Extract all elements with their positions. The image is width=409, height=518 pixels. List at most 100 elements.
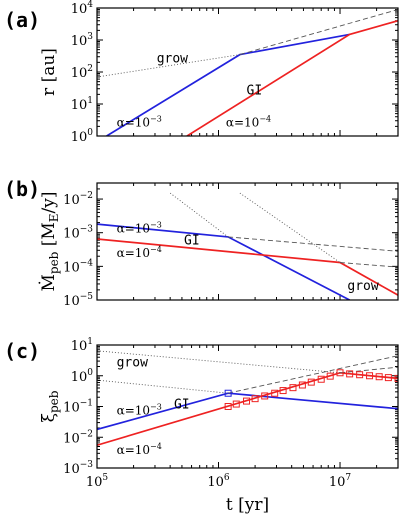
y-tick-label: 101	[71, 96, 93, 113]
plot-frame	[96, 344, 399, 469]
annotation: grow	[157, 51, 188, 66]
tick-exponent: −3	[80, 225, 94, 235]
marker	[346, 370, 354, 378]
series-line-4	[339, 366, 398, 374]
y-tick-label: 10−3	[63, 225, 93, 242]
tick-exponent: 2	[87, 64, 93, 74]
tick-exponent: −2	[80, 429, 93, 439]
panel-label: (a)	[4, 8, 40, 32]
tick-exponent: 1	[87, 96, 93, 106]
marker	[394, 374, 398, 382]
annotation-exponent: −3	[150, 402, 162, 411]
marker	[224, 403, 232, 410]
marker	[384, 374, 392, 382]
annotation-exponent: −4	[150, 442, 162, 451]
tick-exponent: −3	[80, 460, 94, 470]
tick-exponent: 4	[87, 0, 93, 10]
series-line-5	[169, 192, 229, 238]
marker	[326, 372, 334, 380]
marker	[289, 384, 297, 392]
marker	[261, 392, 269, 400]
y-tick-label: 10−4	[63, 258, 93, 275]
x-tick-label: 107	[329, 473, 352, 490]
tick-exponent: −2	[80, 191, 93, 201]
tick-exponent: 1	[87, 337, 93, 347]
marker	[298, 381, 306, 389]
marker	[317, 375, 325, 383]
series-line-3	[228, 355, 398, 394]
series-group	[97, 192, 398, 300]
y-tick-label: 10−1	[63, 399, 93, 416]
annotation: GI	[247, 83, 263, 98]
annotation: grow	[117, 355, 148, 370]
annotation: α=10−4	[117, 442, 162, 457]
series-group	[97, 9, 398, 136]
y-axis-label: ξpeb	[39, 390, 61, 422]
tick-exponent: −5	[80, 292, 94, 302]
tick-exponent: −1	[80, 399, 93, 409]
annotation-exponent: −4	[150, 245, 162, 254]
y-tick-label: 101	[71, 337, 93, 354]
tick-exponent: −4	[80, 258, 94, 268]
series-line-4	[97, 54, 240, 78]
y-tick-label: 104	[71, 0, 94, 17]
marker	[375, 373, 383, 381]
panel-label: (c)	[4, 339, 40, 363]
annotation: α=10−4	[117, 245, 162, 260]
x-axis-label: t [yr]	[226, 495, 269, 515]
y-tick-label: 10−5	[63, 292, 93, 309]
y-axis-label: Ṁpeb [ME/y]	[38, 191, 61, 291]
marker	[271, 389, 279, 397]
annotation-exponent: −4	[259, 114, 271, 123]
marker	[336, 369, 344, 377]
annotation: GI	[174, 398, 190, 413]
y-tick-label: 100	[71, 128, 94, 145]
y-tick-label: 10−2	[63, 191, 93, 208]
marker	[366, 372, 374, 380]
tick-exponent: 0	[87, 128, 93, 138]
y-label-part: /y]	[39, 191, 59, 213]
y-tick-label: 10−2	[63, 429, 93, 446]
y-label-subscript: peb	[47, 251, 61, 274]
y-tick-label: 102	[71, 64, 93, 81]
annotation-exponent: −3	[150, 114, 162, 123]
annotation: α=10−3	[117, 221, 162, 236]
marker	[224, 389, 232, 397]
y-tick-label: 103	[71, 32, 94, 49]
x-tick-label: 106	[207, 473, 230, 490]
tick-exponent: 5	[102, 473, 108, 483]
y-axis-label: r [au]	[39, 48, 59, 96]
annotation: GI	[184, 233, 200, 248]
series-group	[97, 350, 398, 447]
x-tick-label: 105	[86, 473, 109, 490]
marker	[279, 387, 287, 395]
series-line-3	[239, 9, 398, 56]
series-line-3	[228, 236, 398, 252]
y-label-subscript: peb	[47, 390, 61, 413]
marker	[251, 395, 259, 403]
tick-exponent: 3	[87, 32, 93, 42]
tick-exponent: 0	[87, 368, 93, 378]
tick-exponent: 6	[224, 473, 230, 483]
marker	[243, 397, 251, 405]
annotation: grow	[347, 279, 378, 294]
annotation: α=10−4	[226, 114, 271, 129]
marker	[232, 400, 240, 408]
annotation: α=10−3	[117, 114, 162, 129]
series-line-6	[239, 192, 341, 263]
series-line-2	[186, 19, 398, 136]
annotation-exponent: −3	[150, 221, 162, 230]
y-tick-label: 100	[71, 368, 94, 385]
annotation: α=10−3	[117, 402, 162, 417]
y-label-subscript: E	[47, 213, 61, 222]
plot-frame	[96, 182, 399, 301]
panel-3: 1 0 −3 10−2 10−1 100 101 105 106 107 grow α=10−3 GI α…	[4, 337, 399, 515]
marker	[356, 371, 364, 379]
y-label-part: [M	[39, 222, 59, 251]
panel-label: (b)	[4, 177, 40, 201]
series-line-4	[339, 262, 398, 268]
marker	[307, 378, 315, 386]
plot-frame	[96, 7, 399, 137]
